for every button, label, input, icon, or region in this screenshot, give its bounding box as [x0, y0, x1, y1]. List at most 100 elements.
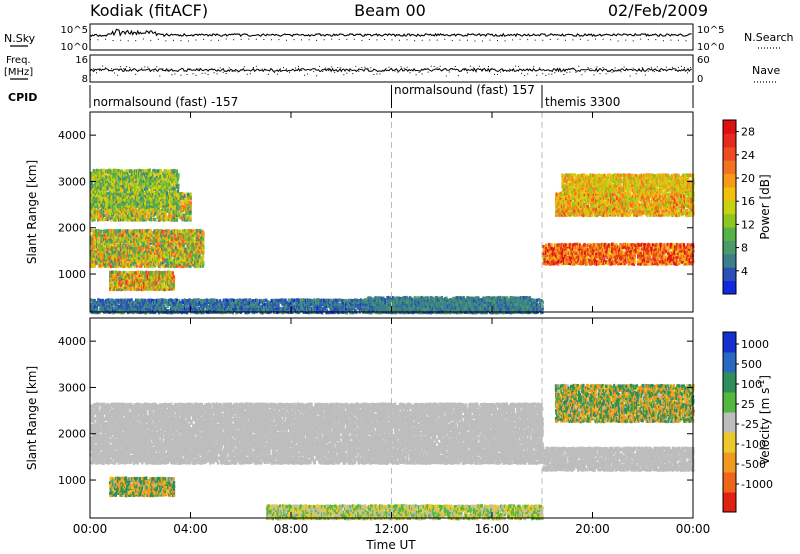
data-cell-2-1334	[196, 259, 199, 264]
data-cell-1-31	[371, 302, 374, 306]
data-cell-1-496	[457, 306, 461, 310]
data-cell-2-358	[116, 230, 119, 235]
data-cell-0-1026	[308, 298, 311, 302]
data-cell-2-940	[164, 231, 167, 235]
data-cell-1-876	[528, 304, 532, 308]
data-cell-1-430	[444, 304, 447, 308]
data-cell-0-153	[122, 306, 125, 310]
data-cell-0-1022	[308, 308, 311, 312]
data-cell-0-1021	[307, 298, 310, 302]
data-cell-1-71	[379, 310, 382, 315]
data-cell-0-16	[92, 299, 95, 303]
data-cell-0-236	[139, 306, 142, 311]
data-cell-2-900	[161, 229, 164, 234]
data-cell-0-630	[223, 307, 226, 311]
data-cell-1-132	[389, 296, 392, 301]
data-cell-0-792	[259, 306, 262, 311]
data-cell-2-1027	[172, 253, 175, 258]
data-cell-2-1017	[171, 242, 174, 246]
data-cell-1-295	[419, 309, 422, 313]
data-cell-1-725	[501, 296, 504, 300]
data-cell-0-207	[133, 300, 136, 305]
data-cell-2-500	[128, 233, 131, 238]
data-cell-2-771	[150, 246, 153, 250]
data-cell-2-673	[142, 243, 145, 248]
data-cell-0-1100	[324, 302, 327, 306]
data-cell-0-441	[183, 308, 186, 312]
data-cell-2-1072	[175, 241, 179, 246]
data-cell-2-1037	[173, 264, 176, 269]
data-cell-0-1193	[345, 307, 348, 311]
data-cell-1-332	[424, 296, 427, 301]
data-cell-0-2071	[531, 307, 534, 311]
data-cell-2-396	[119, 245, 123, 249]
data-cell-1-205	[402, 300, 405, 304]
data-cell-2-279	[111, 245, 114, 250]
data-cell-0-310	[155, 306, 158, 311]
data-cell-2-342	[115, 237, 118, 241]
data-cell-0-126	[116, 298, 119, 303]
data-cell-0-718	[242, 302, 245, 307]
data-cell-2-1096	[178, 256, 181, 260]
data-cell-1-802	[515, 298, 518, 303]
data-cell-0-479	[190, 300, 193, 304]
data-cell-0-523	[200, 308, 204, 313]
data-cell-1-694	[495, 298, 498, 302]
data-cell-0-43	[99, 308, 102, 313]
data-cell-0-2106	[537, 303, 540, 307]
data-cell-0-811	[262, 300, 265, 305]
data-cell-2-1301	[192, 231, 196, 235]
data-cell-1-746	[505, 309, 509, 313]
data-cell-2-924	[163, 242, 166, 246]
power-data-points	[90, 168, 695, 315]
data-cell-1-341	[427, 306, 430, 311]
data-cell-2-893	[161, 247, 164, 251]
data-cell-2-384	[119, 233, 122, 238]
data-cell-1-333	[425, 310, 428, 315]
data-cell-2-394	[119, 249, 123, 253]
data-cell-0-781	[256, 306, 259, 311]
data-cell-2-164	[102, 262, 105, 266]
data-cell-0-156	[122, 299, 125, 303]
data-cell-2-1298	[192, 242, 195, 246]
data-cell-0-557	[207, 300, 210, 305]
data-cell-0-554	[208, 308, 211, 312]
data-cell-0-1007	[304, 300, 308, 304]
data-cell-1-705	[497, 295, 501, 300]
data-cell-1-755	[507, 302, 510, 306]
data-cell-0-86	[107, 298, 110, 302]
data-cell-2-240	[108, 260, 111, 264]
data-cell-0-362	[165, 300, 168, 305]
data-cell-2-1230	[188, 256, 191, 260]
data-cell-2-759	[149, 241, 152, 245]
data-cell-1-7	[366, 296, 369, 300]
data-cell-0-59	[102, 308, 105, 313]
data-cell-2-773	[150, 235, 153, 240]
data-cell-0-747	[247, 302, 250, 306]
data-cell-0-2100	[536, 308, 539, 313]
data-cell-1-693	[495, 300, 498, 304]
data-cell-0-420	[178, 299, 181, 303]
data-cell-2-349	[116, 257, 119, 262]
data-cell-1-256	[411, 302, 414, 306]
data-cell-0-545	[205, 305, 208, 309]
data-cell-1-383	[435, 296, 438, 300]
data-cell-0-1174	[340, 298, 343, 303]
data-cell-1-248	[409, 306, 412, 310]
data-cell-0-753	[248, 300, 251, 305]
data-cell-1-111	[386, 298, 389, 303]
data-cell-1-211	[403, 304, 406, 308]
data-cell-0-409	[175, 298, 178, 302]
nsearch-tick-bottom: 10^0	[697, 42, 724, 53]
data-cell-0-971	[296, 298, 299, 302]
data-cell-3-32	[93, 207, 96, 211]
data-cell-1-303	[420, 302, 423, 306]
data-cell-1-578	[472, 308, 475, 312]
data-cell-2-350	[116, 254, 119, 258]
data-cell-2-1293	[193, 256, 196, 260]
data-cell-2-1359	[197, 241, 200, 245]
data-cell-2-1077	[176, 229, 179, 233]
data-cell-2-1277	[191, 254, 194, 258]
data-cell-0-54	[101, 304, 104, 308]
data-cell-0-191	[130, 303, 133, 307]
